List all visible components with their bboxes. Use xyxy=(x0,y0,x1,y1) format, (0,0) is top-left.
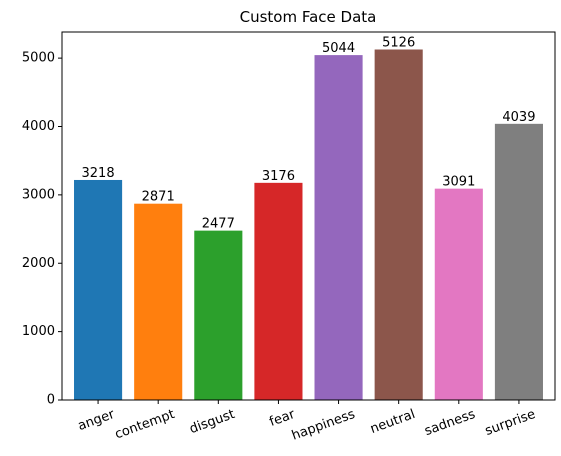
x-tick-label-anger: anger xyxy=(76,407,117,434)
bar-fear xyxy=(254,182,303,400)
y-tick-label: 0 xyxy=(47,393,55,408)
bar-neutral xyxy=(374,49,423,400)
data-label-fear: 3176 xyxy=(262,169,295,184)
bar-anger xyxy=(74,179,123,400)
x-tick-label-fear: fear xyxy=(268,407,298,430)
y-tick-label: 4000 xyxy=(22,119,55,134)
bar-contempt xyxy=(134,203,183,400)
y-tick-label: 2000 xyxy=(22,256,55,271)
data-label-neutral: 5126 xyxy=(382,36,415,51)
x-tick-label-disgust: disgust xyxy=(188,407,237,437)
x-tick-label-neutral: neutral xyxy=(368,407,417,437)
chart-title: Custom Face Data xyxy=(240,8,377,26)
bar-surprise xyxy=(494,123,543,400)
bar-sadness xyxy=(434,188,483,400)
data-label-happiness: 5044 xyxy=(322,41,355,56)
y-tick-label: 1000 xyxy=(22,324,55,339)
x-tick-label-happiness: happiness xyxy=(290,407,357,444)
x-tick-label-contempt: contempt xyxy=(113,407,177,442)
y-tick-label: 5000 xyxy=(22,51,55,66)
data-label-disgust: 2477 xyxy=(202,217,235,232)
data-label-sadness: 3091 xyxy=(442,175,475,190)
data-label-anger: 3218 xyxy=(82,166,115,181)
data-label-surprise: 4039 xyxy=(502,110,535,125)
data-labels-group: 3218 2871 2477 3176 5044 5126 3091 4039 xyxy=(82,36,536,232)
plot-frame xyxy=(61,31,556,401)
y-axis: 0 1000 2000 3000 4000 5000 xyxy=(22,51,62,408)
data-label-contempt: 2871 xyxy=(142,190,175,205)
x-tick-label-surprise: surprise xyxy=(483,407,537,439)
y-tick-label: 3000 xyxy=(22,187,55,202)
bars-group xyxy=(74,49,543,401)
x-tick-label-sadness: sadness xyxy=(423,407,478,439)
bar-disgust xyxy=(194,230,243,400)
bar-happiness xyxy=(314,55,363,401)
